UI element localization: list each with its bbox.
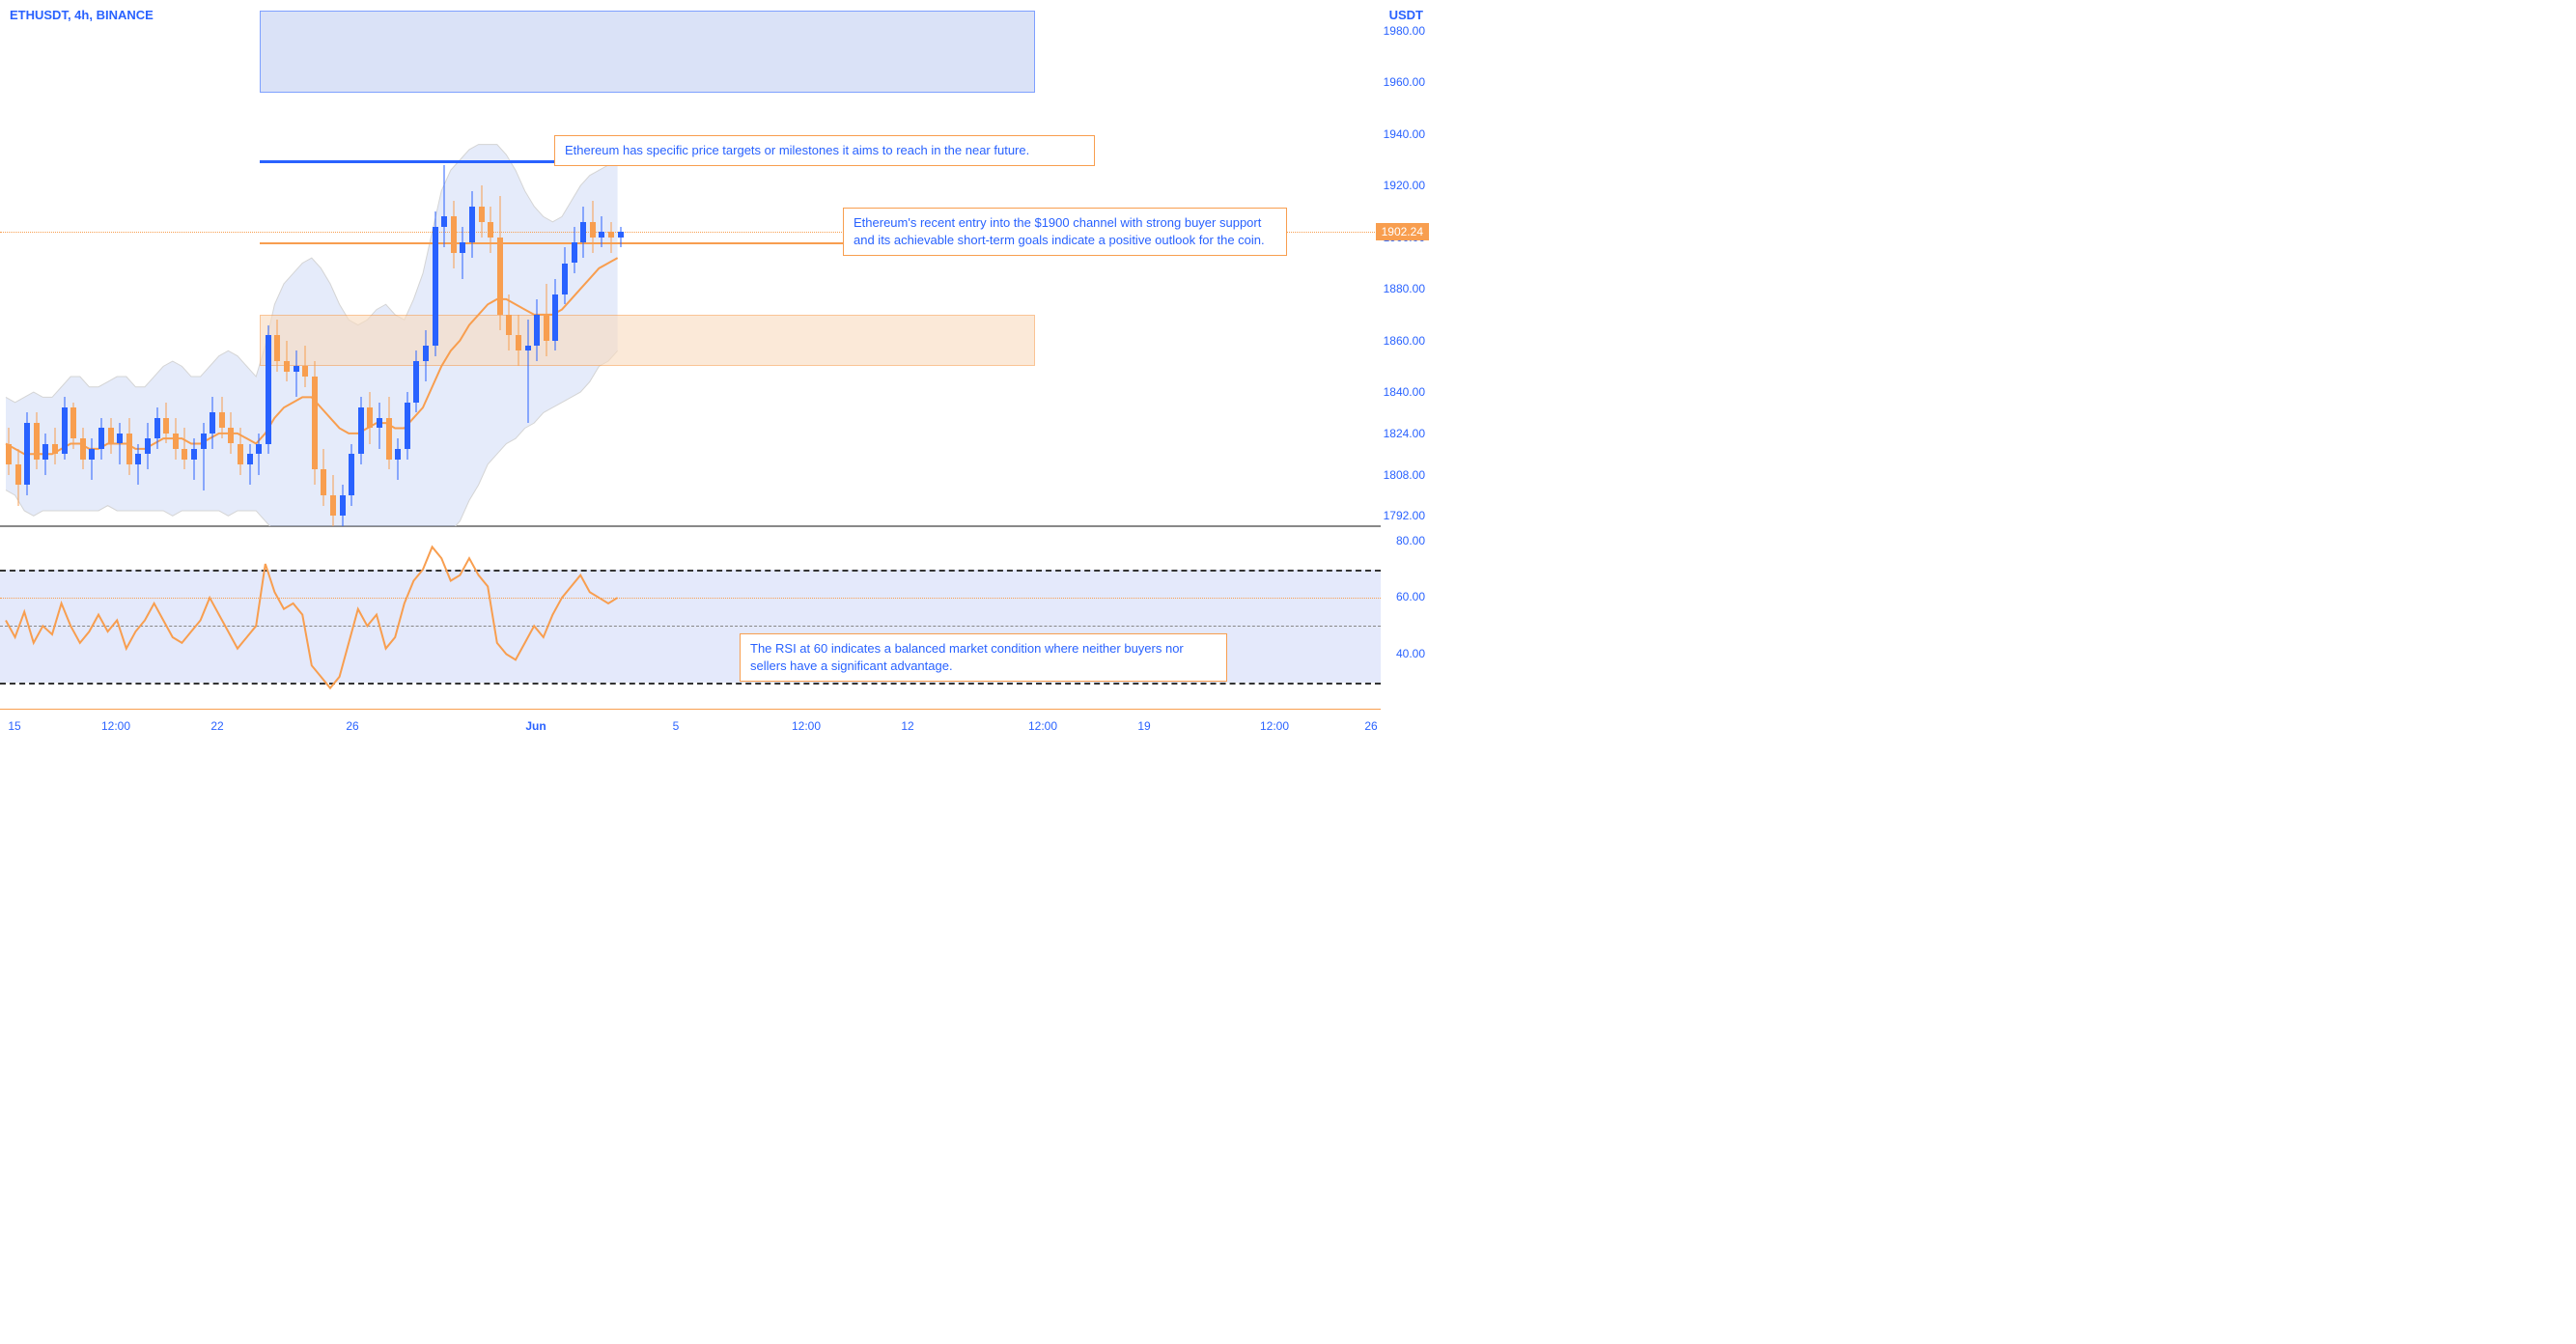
rsi-sixty-line bbox=[0, 598, 1381, 599]
time-tick: 12:00 bbox=[1028, 719, 1057, 733]
time-tick: 22 bbox=[210, 719, 223, 733]
price-tick: 1808.00 bbox=[1384, 468, 1425, 482]
main-chart[interactable]: Ethereum has specific price targets or m… bbox=[0, 0, 1381, 526]
time-tick: 26 bbox=[1364, 719, 1377, 733]
price-axis: 1980.001960.001940.001920.001900.001880.… bbox=[1381, 0, 1429, 526]
price-tick: 1792.00 bbox=[1384, 509, 1425, 522]
rsi-tick: 80.00 bbox=[1396, 534, 1425, 547]
current-price-badge: 1902.24 bbox=[1376, 223, 1429, 240]
price-tick: 1824.00 bbox=[1384, 427, 1425, 440]
rsi-tick: 40.00 bbox=[1396, 647, 1425, 660]
time-tick: 26 bbox=[346, 719, 358, 733]
price-tick: 1960.00 bbox=[1384, 75, 1425, 89]
time-axis: 15 12:00 22 26 Jun 5 12:00 12 12:00 19 12:00 26 bbox=[0, 710, 1381, 745]
upper-zone bbox=[260, 11, 1035, 93]
price-tick: 1920.00 bbox=[1384, 179, 1425, 192]
rsi-tick: 60.00 bbox=[1396, 590, 1425, 603]
time-tick: 15 bbox=[8, 719, 20, 733]
chart-container: ETHUSDT, 4h, BINANCE USDT Ethereum has s… bbox=[0, 0, 1429, 745]
annotation-outlook: Ethereum's recent entry into the $1900 c… bbox=[843, 208, 1287, 256]
rsi-upper-band-line bbox=[0, 570, 1381, 572]
time-tick: 12:00 bbox=[101, 719, 130, 733]
lower-zone bbox=[260, 315, 1035, 366]
rsi-axis: 80.00 60.00 40.00 bbox=[1381, 526, 1429, 710]
time-tick: 19 bbox=[1137, 719, 1150, 733]
annotation-targets: Ethereum has specific price targets or m… bbox=[554, 135, 1095, 166]
time-tick: 12:00 bbox=[1260, 719, 1289, 733]
rsi-panel[interactable]: The RSI at 60 indicates a balanced marke… bbox=[0, 526, 1381, 710]
price-tick: 1860.00 bbox=[1384, 334, 1425, 348]
time-tick: 5 bbox=[673, 719, 680, 733]
time-tick: 12:00 bbox=[792, 719, 821, 733]
rsi-mid-line bbox=[0, 626, 1381, 627]
price-tick: 1880.00 bbox=[1384, 282, 1425, 295]
price-tick: 1940.00 bbox=[1384, 127, 1425, 141]
annotation-rsi: The RSI at 60 indicates a balanced marke… bbox=[740, 633, 1227, 682]
price-tick: 1980.00 bbox=[1384, 24, 1425, 38]
time-tick: Jun bbox=[525, 719, 546, 733]
time-tick: 12 bbox=[901, 719, 913, 733]
price-tick: 1840.00 bbox=[1384, 385, 1425, 399]
rsi-lower-band-line bbox=[0, 683, 1381, 685]
